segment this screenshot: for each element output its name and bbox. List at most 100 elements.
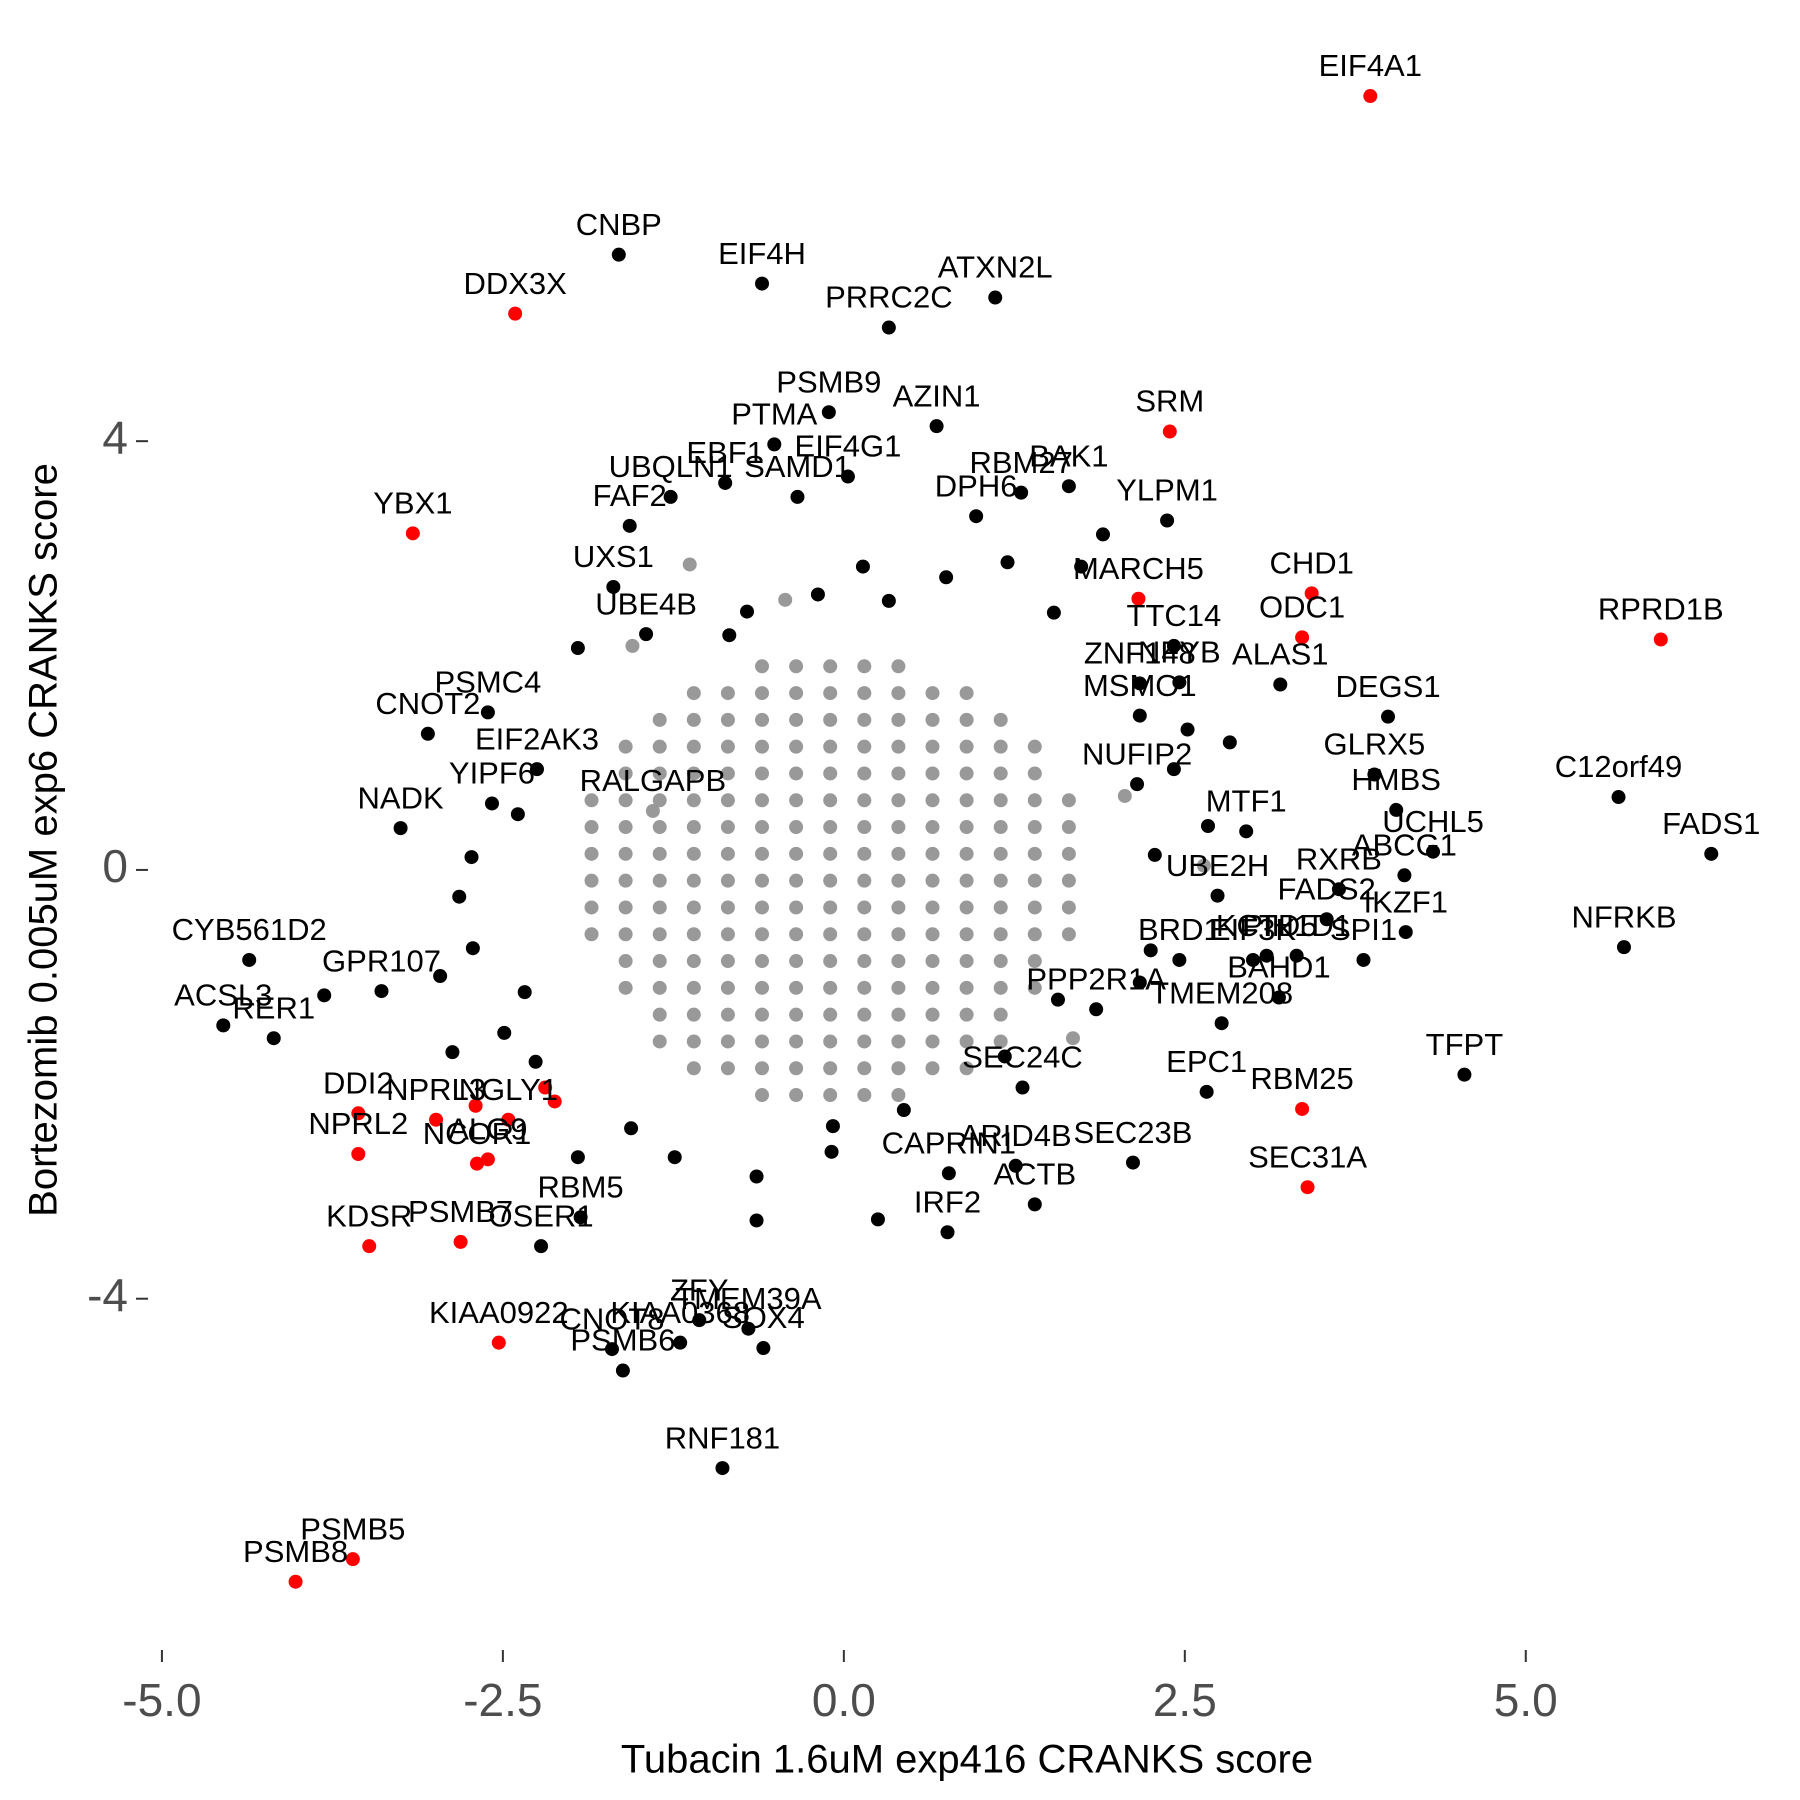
point [686,1034,701,1049]
point [686,980,701,995]
point [720,820,735,835]
point-label: BAHD1 [1227,950,1330,985]
point [667,1150,682,1165]
point [469,1156,484,1171]
point [857,980,872,995]
point-label: RBM5 [538,1169,624,1204]
point [755,820,770,835]
point [652,980,667,995]
point [988,290,1003,305]
point [789,1088,804,1103]
point [1331,882,1346,897]
point [891,1007,906,1022]
point-label: UBQLN1 [609,449,733,484]
point [1130,777,1145,792]
point [652,900,667,915]
point-label: ACTB [993,1157,1076,1192]
point [465,941,480,956]
point [789,686,804,701]
point [959,820,974,835]
point [510,807,525,822]
point-label: EIF4H [718,236,806,271]
point [1089,1002,1104,1017]
point [925,793,940,808]
point [855,559,870,574]
point [823,739,838,754]
point [720,1007,735,1022]
point-label: RBM27 [969,445,1072,480]
point [1166,638,1181,653]
point [925,686,940,701]
point [663,489,678,504]
point-label: ZNF148 [1084,636,1196,671]
point-label: SPI1 [1330,912,1397,947]
point-label: MSMO1 [1083,668,1197,703]
point [528,1054,543,1069]
x-tick-label: -5.0 [122,1674,201,1726]
point [433,969,448,984]
point [517,985,532,1000]
point [857,766,872,781]
point [1273,677,1288,692]
point [896,1103,911,1118]
point [1199,1084,1214,1099]
point [810,587,825,602]
point [1300,1180,1315,1195]
point [1289,948,1304,963]
point [755,900,770,915]
point-label: KIAA0922 [429,1295,569,1330]
point [1027,954,1042,969]
point [686,793,701,808]
point-label: ARID4B [960,1118,1072,1153]
point-label: UXS1 [573,539,654,574]
point [618,766,633,781]
point [959,927,974,942]
point [615,1363,630,1378]
point-label: SEC23B [1074,1115,1193,1150]
point [720,873,735,888]
point [789,980,804,995]
point [821,405,836,420]
point [652,820,667,835]
point [857,820,872,835]
point [1132,975,1147,990]
point [993,980,1008,995]
point [891,766,906,781]
point [1704,846,1719,861]
point [959,954,974,969]
point-label: ACSL3 [174,978,272,1013]
point [993,766,1008,781]
point-label: TFPT [1426,1027,1504,1062]
point [789,846,804,861]
point [925,900,940,915]
point [584,927,599,942]
point [891,659,906,674]
point-label: NUFIP2 [1082,736,1192,771]
point [652,766,667,781]
point [645,803,660,818]
point [755,927,770,942]
point-label: CYB561D2 [172,912,327,947]
point [823,846,838,861]
point-label: AZIN1 [893,378,981,413]
point [1027,900,1042,915]
point [501,1112,516,1127]
point-label: KDSR [326,1198,412,1233]
point-label: UBE2H [1166,848,1269,883]
point [857,739,872,754]
point-label: SAMD1 [744,449,851,484]
point-label: SEC31A [1248,1139,1367,1174]
point [767,437,782,452]
point-label: HMBS [1351,762,1441,797]
point-label: YBX1 [373,486,452,521]
point-label: GLRX5 [1324,727,1426,762]
point [1201,818,1216,833]
point [1132,676,1147,691]
point-label: KCTD5 [1216,908,1318,943]
point [720,793,735,808]
point [570,641,585,656]
point [362,1239,377,1254]
point-label: NGLY1 [459,1072,558,1107]
point [1061,479,1076,494]
point [857,927,872,942]
